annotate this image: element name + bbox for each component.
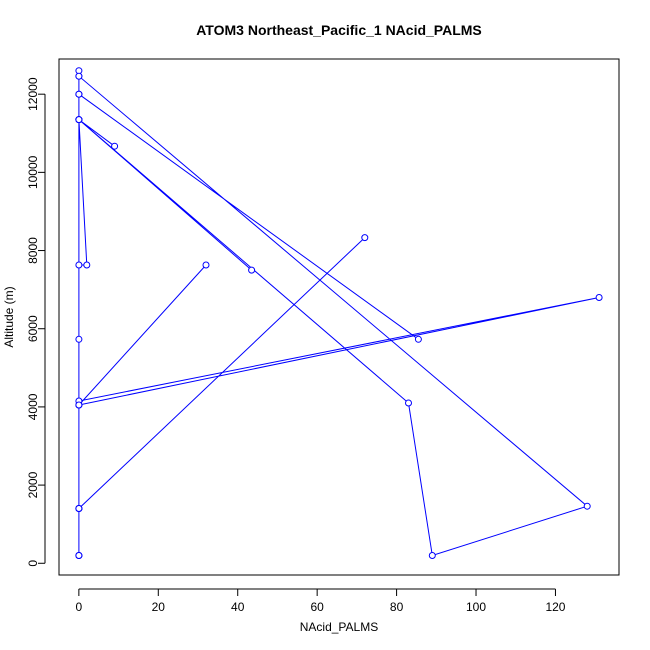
y-tick-label: 6000 <box>26 315 40 342</box>
y-tick-label: 12000 <box>26 77 40 111</box>
x-tick-label: 40 <box>231 600 245 614</box>
data-point <box>75 335 83 343</box>
x-axis-label: NAcid_PALMS <box>300 620 378 634</box>
y-tick-label: 2000 <box>26 471 40 498</box>
chart-title: ATOM3 Northeast_Pacific_1 NAcid_PALMS <box>196 22 482 38</box>
y-tick-label: 0 <box>26 560 40 567</box>
y-tick-label: 8000 <box>26 237 40 264</box>
x-tick-label: 80 <box>390 600 404 614</box>
data-point <box>75 505 83 512</box>
data-point <box>405 399 412 407</box>
y-tick-label: 10000 <box>26 155 40 189</box>
data-point <box>75 401 83 409</box>
x-tick-label: 60 <box>310 600 324 614</box>
series-lines <box>78 70 600 557</box>
series-line <box>78 70 600 557</box>
y-axis: 0 2000 4000 6000 8000 10000 12000 <box>26 77 46 567</box>
y-axis-label: Altitude (m) <box>2 286 16 347</box>
x-tick-label: 100 <box>466 600 486 614</box>
data-point <box>75 116 83 124</box>
data-point <box>583 502 591 510</box>
data-point <box>428 552 436 559</box>
data-point <box>75 552 83 559</box>
data-point <box>75 90 83 98</box>
data-point <box>248 266 256 274</box>
data-point <box>75 72 83 80</box>
data-point <box>75 261 83 269</box>
y-tick-label: 4000 <box>26 393 40 420</box>
x-tick-label: 20 <box>152 600 166 614</box>
data-point <box>414 335 422 343</box>
x-axis: 0 20 40 60 80 100 120 <box>76 588 566 614</box>
plot-frame <box>58 58 620 576</box>
data-point <box>361 234 369 242</box>
data-point <box>83 261 91 269</box>
data-point <box>202 261 210 269</box>
x-tick-label: 0 <box>76 600 83 614</box>
x-tick-label: 120 <box>545 600 565 614</box>
data-point <box>111 142 119 150</box>
series-points <box>75 67 603 559</box>
data-point <box>595 294 603 301</box>
